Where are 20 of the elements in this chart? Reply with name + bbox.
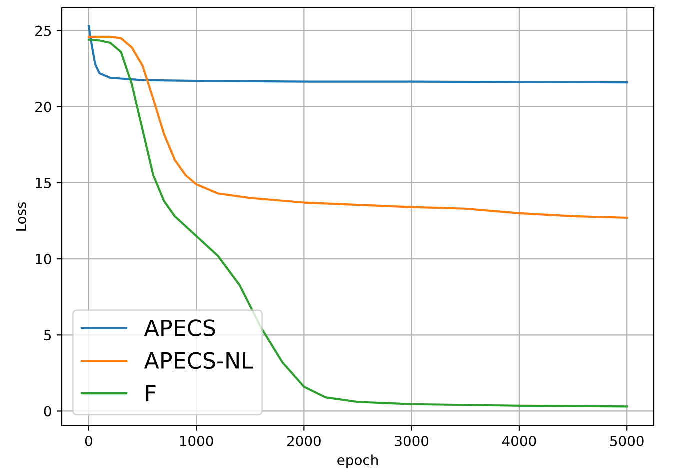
y-tick-label: 25 (36, 26, 52, 36)
x-tick-label: 5000 (610, 436, 644, 446)
legend-label: F (146, 385, 156, 402)
y-tick-label: 20 (36, 102, 52, 112)
line-series (88, 38, 628, 408)
legend-label: APECS (144, 320, 216, 336)
line-series (88, 25, 628, 84)
y-tick-label: 0 (44, 406, 52, 417)
x-tick-label: 3000 (395, 436, 429, 446)
x-tick-label: 4000 (502, 436, 536, 446)
x-axis-title: epoch (338, 454, 378, 468)
legend-label: APECS-NL (144, 352, 254, 370)
x-tick-label: 0 (85, 436, 92, 446)
x-tick-label: 1000 (180, 436, 214, 446)
y-tick-label: 15 (36, 178, 52, 188)
y-tick-label: 5 (44, 330, 52, 341)
line-series (88, 36, 628, 220)
x-tick-label: 2000 (288, 436, 321, 446)
y-axis-title: Loss (16, 202, 26, 231)
y-tick-label: 10 (36, 254, 52, 265)
